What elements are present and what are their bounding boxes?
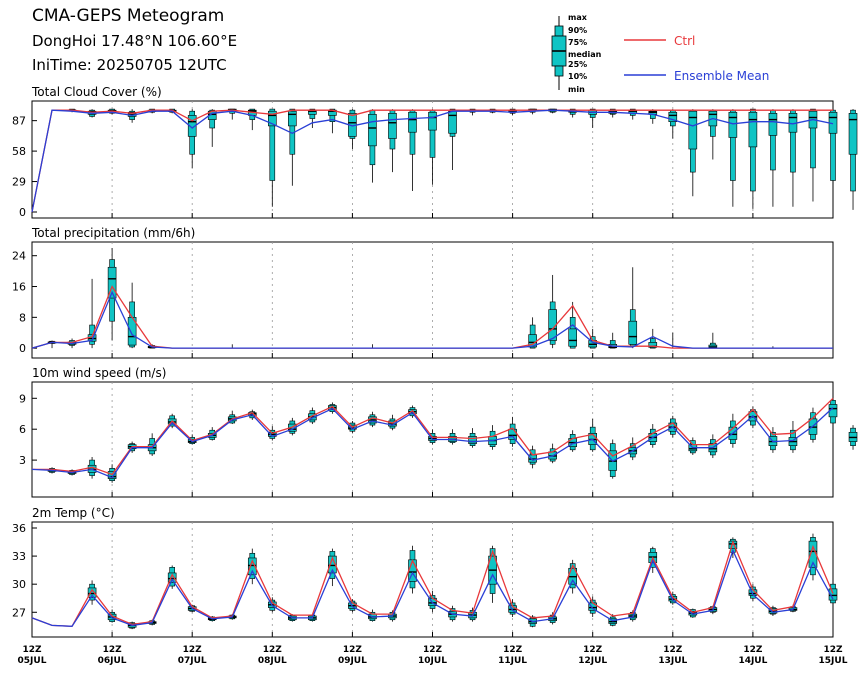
legend-box-outer-low — [554, 65, 564, 77]
box-inner — [848, 113, 858, 155]
x-tick-hour-label: 12Z — [503, 645, 523, 655]
y-tick-label: 87 — [12, 115, 26, 128]
box-outer — [269, 108, 276, 181]
x-tick-date-label: 11JUL — [498, 656, 527, 666]
box-inner — [87, 587, 97, 598]
box-inner — [648, 342, 658, 348]
y-tick-label: 36 — [12, 522, 26, 535]
x-tick-hour-label: 12Z — [583, 645, 603, 655]
x-tick-date-label: 08JUL — [258, 656, 287, 666]
box-inner — [688, 110, 698, 150]
box-outer — [810, 108, 816, 169]
legend-box-label: 90% — [568, 26, 587, 35]
y-tick-label: 27 — [12, 606, 26, 619]
mean-series-line — [31, 109, 834, 213]
x-tick-hour-label: 12Z — [263, 645, 283, 655]
x-tick-hour-label: 12Z — [103, 645, 123, 655]
y-tick-label: 0 — [19, 206, 26, 219]
box-inner — [187, 115, 197, 137]
x-tick-hour-label: 12Z — [343, 645, 363, 655]
legend-box-label: 10% — [568, 72, 587, 81]
box-outer — [750, 108, 756, 192]
init-time-label: IniTime: 20250705 12UTC — [32, 56, 227, 74]
box-inner — [748, 111, 758, 148]
box-inner — [368, 114, 377, 147]
y-tick-label: 6 — [19, 423, 26, 436]
box-inner — [828, 588, 838, 601]
x-tick-date-label: 12JUL — [578, 656, 607, 666]
x-tick-date-label: 10JUL — [418, 656, 447, 666]
box-inner — [768, 113, 778, 136]
box-inner — [288, 110, 297, 127]
mean-series-line — [31, 290, 833, 349]
box-inner — [668, 111, 678, 122]
box-inner — [247, 557, 257, 576]
x-tick-date-label: 15JUL — [819, 656, 848, 666]
location-label: DongHoi 17.48°N 106.60°E — [32, 32, 238, 50]
ctrl-series-line — [31, 540, 834, 627]
x-tick-hour-label: 12Z — [823, 645, 843, 655]
y-tick-label: 58 — [12, 145, 26, 158]
box-inner — [388, 113, 397, 139]
y-tick-label: 24 — [12, 250, 26, 263]
panel-title: Total Cloud Cover (%) — [31, 85, 162, 99]
legend-ctrl-label: Ctrl — [674, 34, 695, 48]
y-tick-label: 29 — [12, 176, 26, 189]
legend-box-label: 25% — [568, 60, 587, 69]
box-inner — [428, 111, 437, 131]
box-inner — [808, 540, 818, 568]
legend-box-outer — [554, 25, 564, 37]
y-tick-label: 16 — [12, 281, 26, 294]
box-inner — [728, 111, 738, 138]
box-inner — [508, 428, 517, 440]
legend-box-label: 75% — [568, 38, 587, 47]
ctrl-series-line — [32, 397, 834, 476]
panel-title: Total precipitation (mm/6h) — [31, 226, 195, 240]
box-inner — [328, 555, 337, 574]
x-tick-date-label: 13JUL — [658, 656, 687, 666]
y-tick-label: 33 — [12, 550, 26, 563]
mean-series-line — [31, 548, 834, 627]
y-tick-label: 0 — [19, 342, 26, 355]
x-tick-hour-label: 12Z — [423, 645, 443, 655]
x-tick-hour-label: 12Z — [663, 645, 683, 655]
box-inner — [468, 436, 477, 444]
y-tick-label: 8 — [19, 311, 26, 324]
box-inner — [448, 110, 457, 134]
panel-title: 10m wind speed (m/s) — [32, 366, 166, 380]
x-tick-hour-label: 12Z — [743, 645, 763, 655]
x-tick-hour-label: 12Z — [22, 645, 42, 655]
x-tick-date-label: 09JUL — [338, 656, 367, 666]
x-tick-date-label: 14JUL — [738, 656, 767, 666]
legend-box-label: max — [568, 13, 588, 22]
box-inner — [167, 572, 177, 583]
legend-box-label: min — [568, 85, 585, 94]
legend-mean-label: Ensemble Mean — [674, 69, 769, 83]
panel-title: 2m Temp (°C) — [32, 506, 115, 520]
y-tick-label: 9 — [19, 392, 26, 405]
mean-series-line — [31, 407, 834, 479]
chart-title: CMA-GEPS Meteogram — [32, 6, 225, 26]
ctrl-series-line — [31, 109, 833, 213]
box-inner — [107, 266, 117, 299]
box-inner — [267, 110, 277, 127]
x-tick-date-label: 05JUL — [18, 656, 47, 666]
y-tick-label: 30 — [12, 578, 26, 591]
box-inner — [628, 320, 638, 345]
y-tick-label: 3 — [19, 454, 26, 467]
x-tick-date-label: 07JUL — [178, 656, 207, 666]
x-tick-date-label: 06JUL — [98, 656, 127, 666]
legend-box-label: median — [568, 50, 602, 59]
box-inner — [408, 111, 417, 133]
box-inner — [568, 328, 577, 347]
x-tick-hour-label: 12Z — [183, 645, 203, 655]
